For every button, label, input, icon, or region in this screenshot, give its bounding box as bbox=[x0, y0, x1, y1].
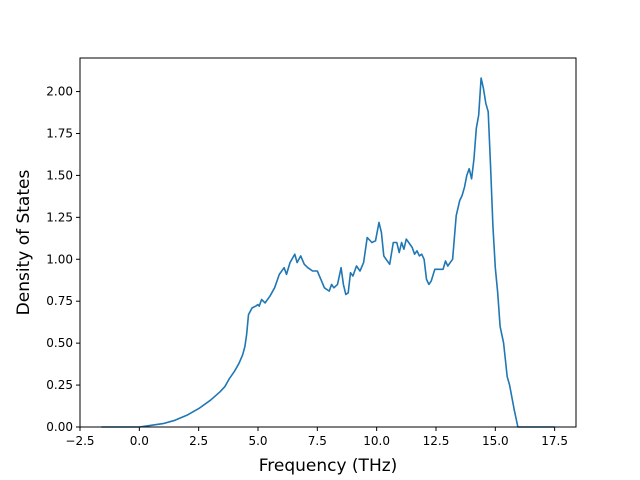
y-tick-label: 1.75 bbox=[46, 126, 73, 140]
y-axis-label: Density of States bbox=[14, 170, 34, 316]
x-axis-ticks: −2.5 0.0 2.5 5.0 7.5 10.0 12.5 15.0 17.5 bbox=[65, 427, 568, 448]
plot-area: −2.5 0.0 2.5 5.0 7.5 10.0 12.5 15.0 17.5 0.00 0.2… bbox=[46, 57, 577, 448]
y-axis-ticks: 0.00 0.25 0.50 0.75 1.00 1.25 1.50 1.75 2.00 bbox=[46, 85, 80, 434]
x-tick-label: 0.0 bbox=[130, 434, 149, 448]
axes-frame bbox=[79, 57, 577, 428]
y-tick-label: 0.75 bbox=[46, 294, 73, 308]
y-tick-label: 1.00 bbox=[46, 252, 73, 266]
y-tick-label: 0.25 bbox=[46, 378, 73, 392]
x-tick-label: 5.0 bbox=[248, 434, 267, 448]
x-tick-label: 15.0 bbox=[482, 434, 509, 448]
x-tick-label: 17.5 bbox=[541, 434, 568, 448]
y-tick-label: 1.50 bbox=[46, 168, 73, 182]
series-layer bbox=[101, 77, 555, 428]
y-tick-label: 0.00 bbox=[46, 420, 73, 434]
series-line bbox=[101, 77, 555, 428]
x-tick-label: 10.0 bbox=[363, 434, 390, 448]
x-tick-label: 7.5 bbox=[308, 434, 327, 448]
axes-background bbox=[80, 58, 576, 427]
x-axis-label: Frequency (THz) bbox=[259, 456, 398, 476]
x-tick-label: 2.5 bbox=[189, 434, 208, 448]
y-tick-label: 1.25 bbox=[46, 210, 73, 224]
x-tick-label: −2.5 bbox=[65, 434, 94, 448]
x-tick-label: 12.5 bbox=[423, 434, 450, 448]
y-tick-label: 2.00 bbox=[46, 85, 73, 99]
y-tick-label: 0.50 bbox=[46, 336, 73, 350]
